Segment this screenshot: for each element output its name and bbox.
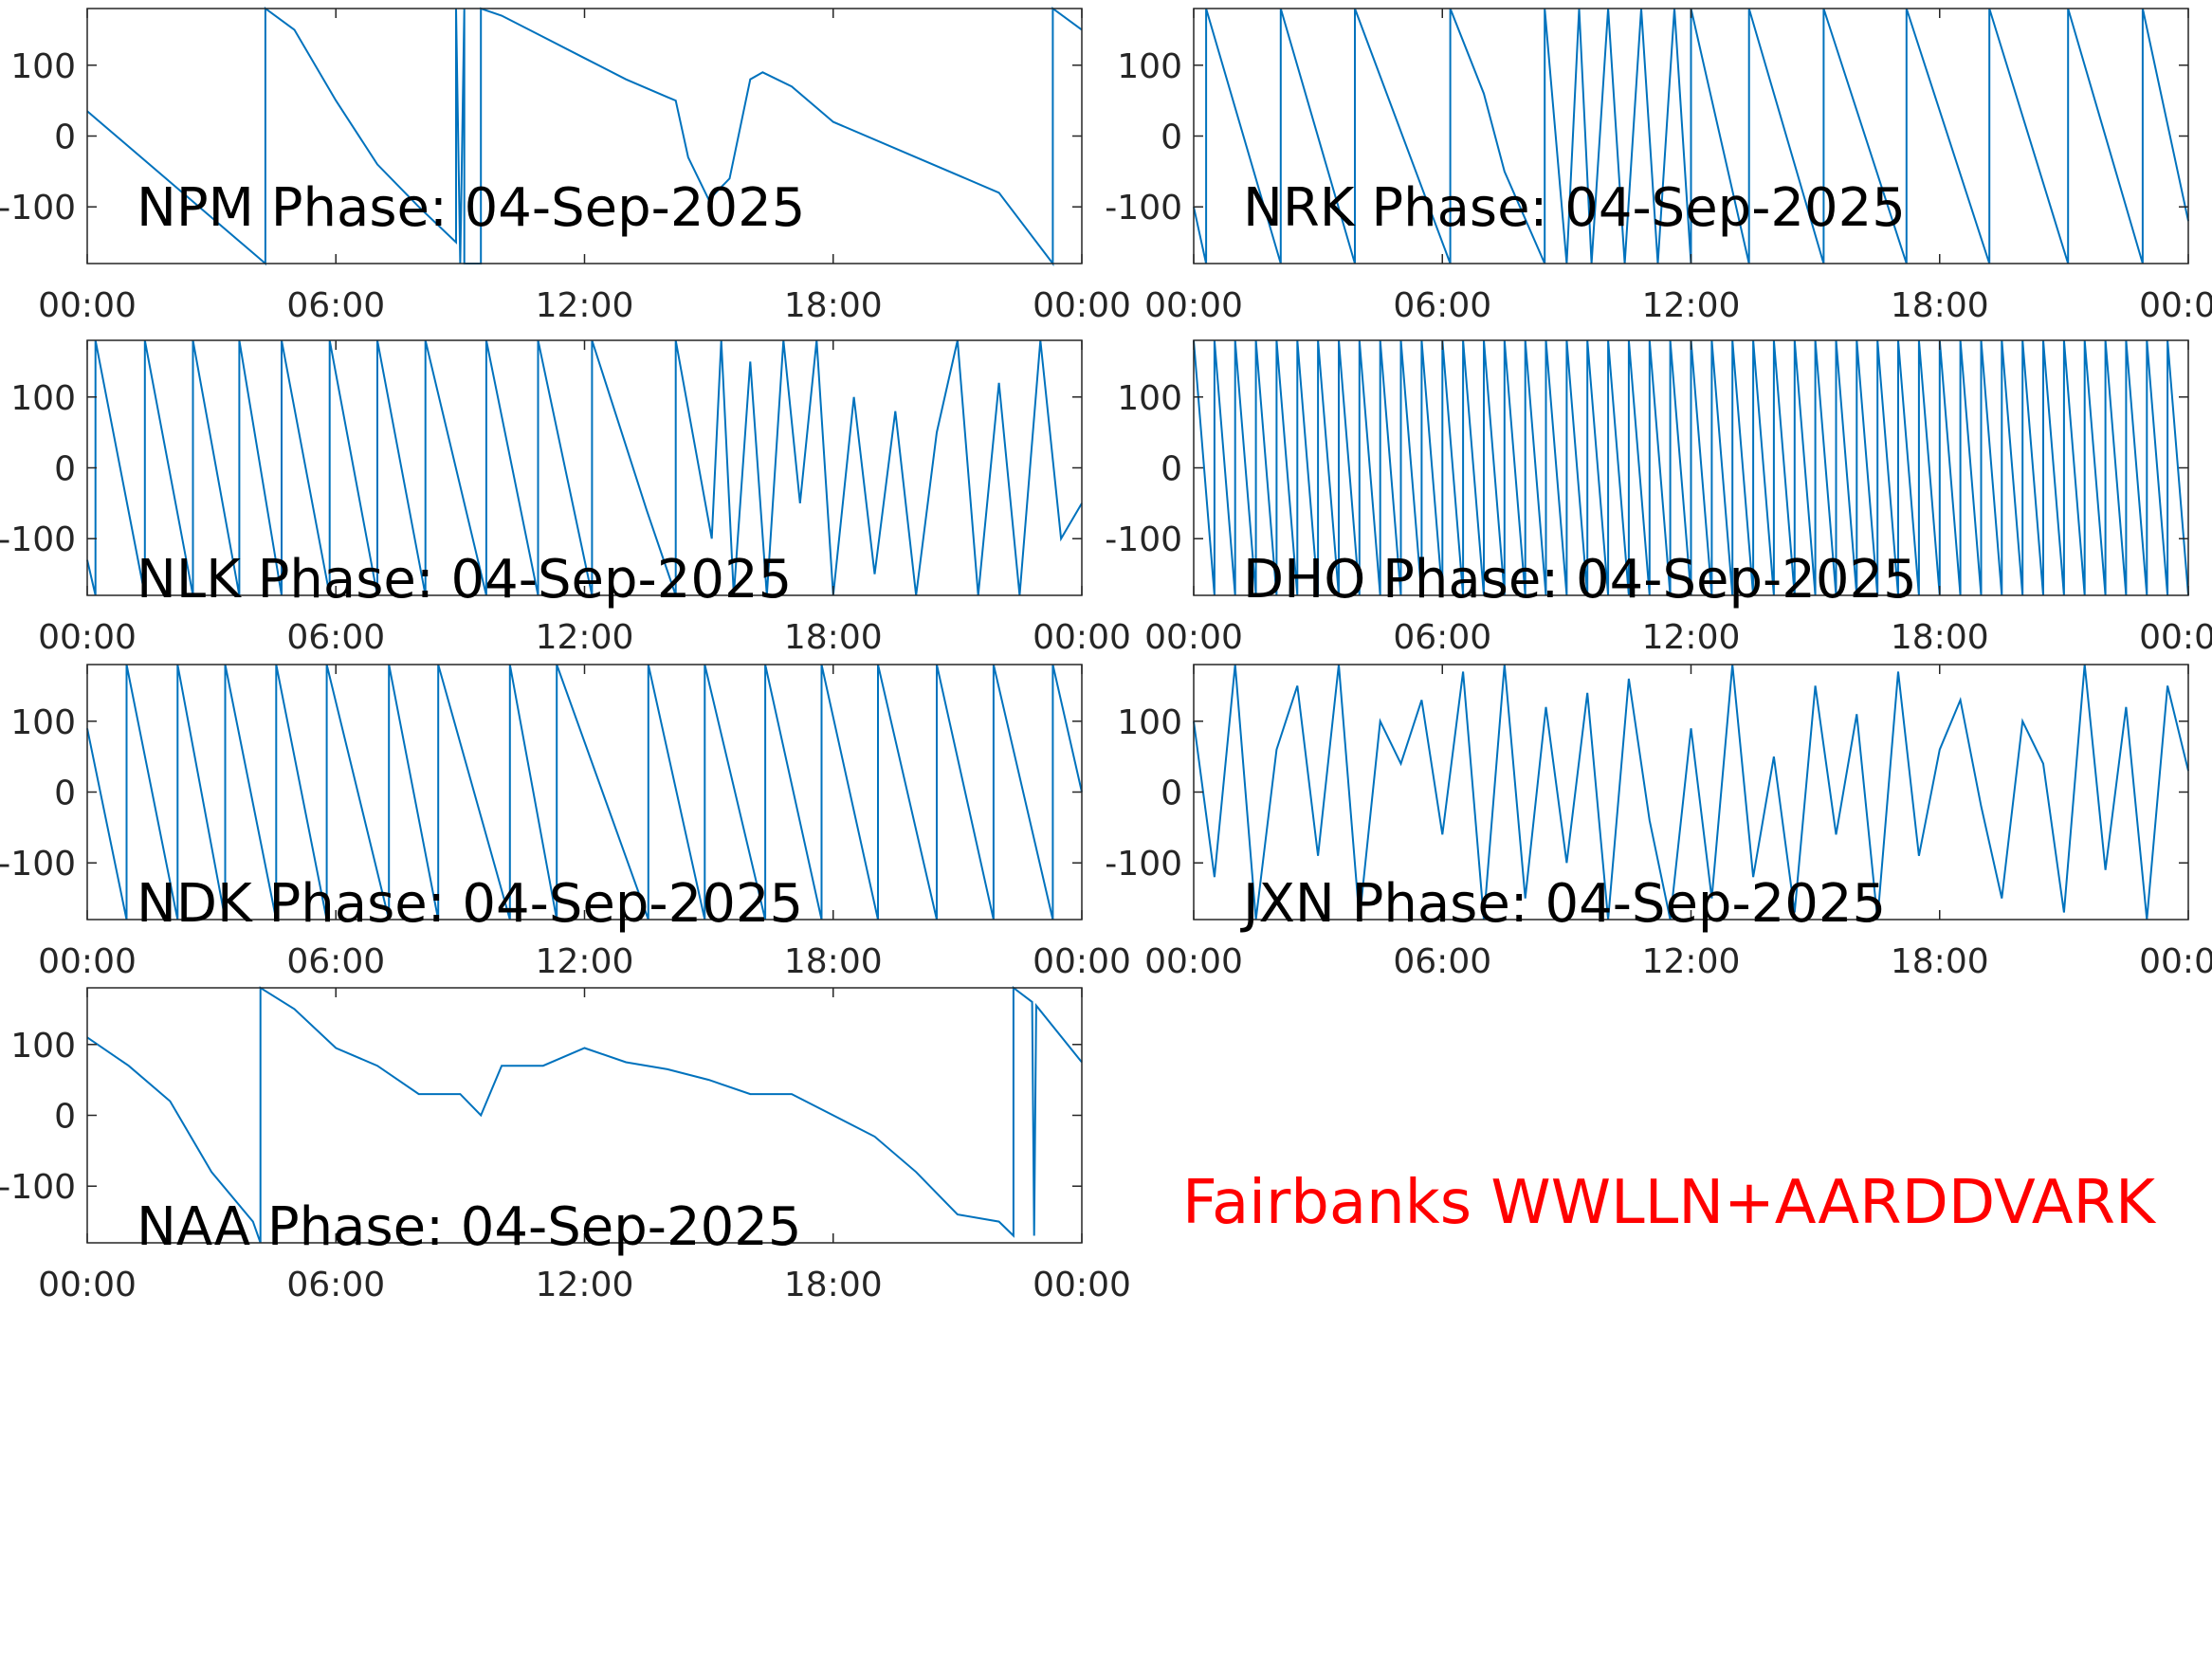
plot-area [87,988,1082,1243]
y-tick-label: 100 [10,47,76,86]
y-tick-label: 100 [10,703,76,742]
y-tick-label: -100 [0,520,76,559]
x-tick-label: 06:00 [286,942,385,981]
y-tick-label: -100 [0,189,76,228]
y-tick-label: 0 [1161,118,1182,157]
y-tick-label: 0 [54,118,76,157]
chart-title: NPM Phase: 04-Sep-2025 [137,177,805,239]
y-tick-label: -100 [1105,520,1182,559]
phase-line [1193,8,2189,264]
y-tick-label: 100 [10,1027,76,1066]
x-tick-label: 12:00 [536,286,634,325]
plot-area [87,665,1082,920]
chart-title: NDK Phase: 04-Sep-2025 [137,873,803,935]
y-tick-label: -100 [0,1168,76,1207]
x-tick-label: 06:00 [286,618,385,657]
x-tick-label: 18:00 [1891,942,1989,981]
x-tick-label: 12:00 [536,618,634,657]
x-tick-label: 18:00 [784,1266,883,1304]
x-tick-label: 00:00 [2139,942,2212,981]
chart-title: DHO Phase: 04-Sep-2025 [1243,549,1917,611]
y-tick-label: 100 [1117,703,1182,742]
plot-area [1194,665,2188,920]
chart-title: JXN Phase: 04-Sep-2025 [1240,873,1886,935]
chart-title: NAA Phase: 04-Sep-2025 [137,1196,801,1258]
x-tick-label: 18:00 [784,286,883,325]
phase-line [1193,339,2189,596]
x-tick-label: 00:00 [1144,942,1243,981]
x-tick-label: 06:00 [286,286,385,325]
y-tick-label: 0 [1161,775,1182,813]
chart-title: NLK Phase: 04-Sep-2025 [137,549,792,611]
x-tick-label: 12:00 [1642,942,1741,981]
x-tick-label: 00:00 [2139,618,2212,657]
x-tick-label: 06:00 [1393,942,1491,981]
plot-area [87,340,1082,595]
x-tick-label: 00:00 [1033,286,1131,325]
x-tick-label: 00:00 [2139,286,2212,325]
x-tick-label: 00:00 [1033,618,1131,657]
x-tick-label: 12:00 [536,1266,634,1304]
x-tick-label: 00:00 [1144,618,1243,657]
x-tick-label: 06:00 [286,1266,385,1304]
chart-title: NRK Phase: 04-Sep-2025 [1243,177,1906,239]
plot-area [87,9,1082,264]
x-tick-label: 12:00 [536,942,634,981]
y-tick-label: 100 [1117,379,1182,418]
x-tick-label: 18:00 [784,618,883,657]
phase-line [86,985,1083,1244]
x-tick-label: 18:00 [1891,618,1989,657]
x-tick-label: 00:00 [38,942,137,981]
y-tick-label: 100 [10,379,76,418]
y-tick-label: 100 [1117,47,1182,86]
y-tick-label: -100 [1105,845,1182,884]
y-tick-label: -100 [0,845,76,884]
x-tick-label: 00:00 [1033,1266,1131,1304]
y-tick-label: 0 [54,775,76,813]
x-tick-label: 00:00 [38,1266,137,1304]
x-tick-label: 06:00 [1393,286,1491,325]
x-tick-label: 00:00 [38,618,137,657]
x-tick-label: 00:00 [38,286,137,325]
x-tick-label: 06:00 [1393,618,1491,657]
phase-line [86,664,1083,921]
x-tick-label: 00:00 [1144,286,1243,325]
x-tick-label: 12:00 [1642,618,1741,657]
x-tick-label: 18:00 [784,942,883,981]
y-tick-label: 0 [1161,450,1182,489]
station-label: Fairbanks WWLLN+AARDDVARK [1182,1168,2157,1238]
x-tick-label: 12:00 [1642,286,1741,325]
x-tick-label: 18:00 [1891,286,1989,325]
y-tick-label: 0 [54,1098,76,1137]
x-tick-label: 00:00 [1033,942,1131,981]
phase-line [86,7,1083,266]
phase-line [86,339,1083,596]
y-tick-label: 0 [54,450,76,489]
y-tick-label: -100 [1105,189,1182,228]
